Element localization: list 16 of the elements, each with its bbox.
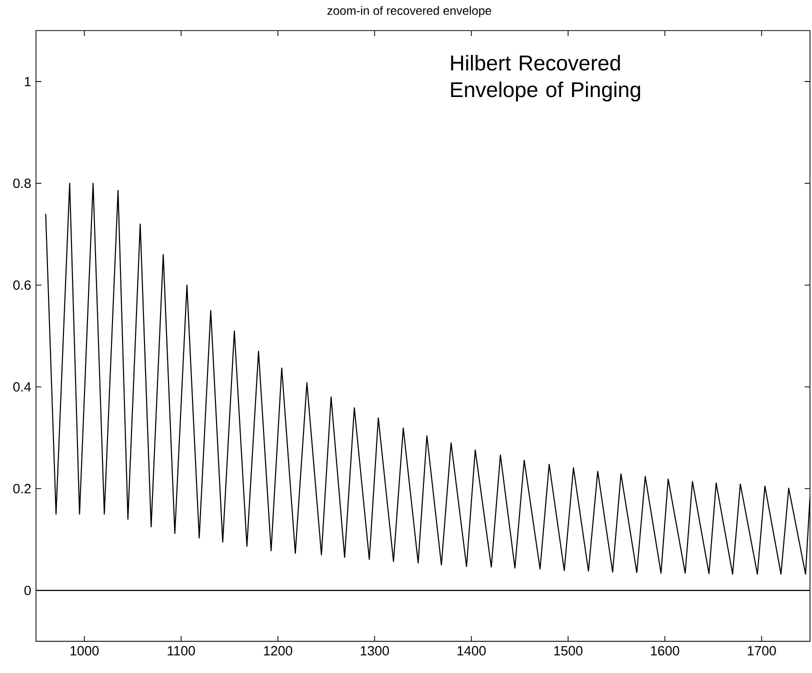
x-tick-label: 1700 bbox=[748, 646, 776, 656]
x-tick-label: 1000 bbox=[70, 646, 99, 656]
chart-title: zoom-in of recovered envelope bbox=[327, 6, 492, 18]
y-tick-label: 1 bbox=[24, 76, 31, 86]
x-tick-label: 1100 bbox=[168, 646, 195, 656]
y-tick-label: 0.2 bbox=[13, 484, 31, 494]
y-tick-label: 0 bbox=[24, 586, 31, 596]
x-tick-label: 1200 bbox=[264, 646, 292, 656]
x-tick-label: 1500 bbox=[554, 646, 582, 656]
annotation: Hilbert Recovered Envelope of Pinging bbox=[451, 54, 640, 102]
x-tick-label: 1600 bbox=[651, 646, 680, 656]
y-tick-label: 0.6 bbox=[13, 280, 31, 290]
y-tick-label: 0.4 bbox=[13, 382, 31, 392]
y-tick-label: 0.8 bbox=[13, 178, 31, 188]
x-tick-label: 1400 bbox=[458, 646, 486, 656]
x-tick-label: 1300 bbox=[360, 646, 389, 656]
